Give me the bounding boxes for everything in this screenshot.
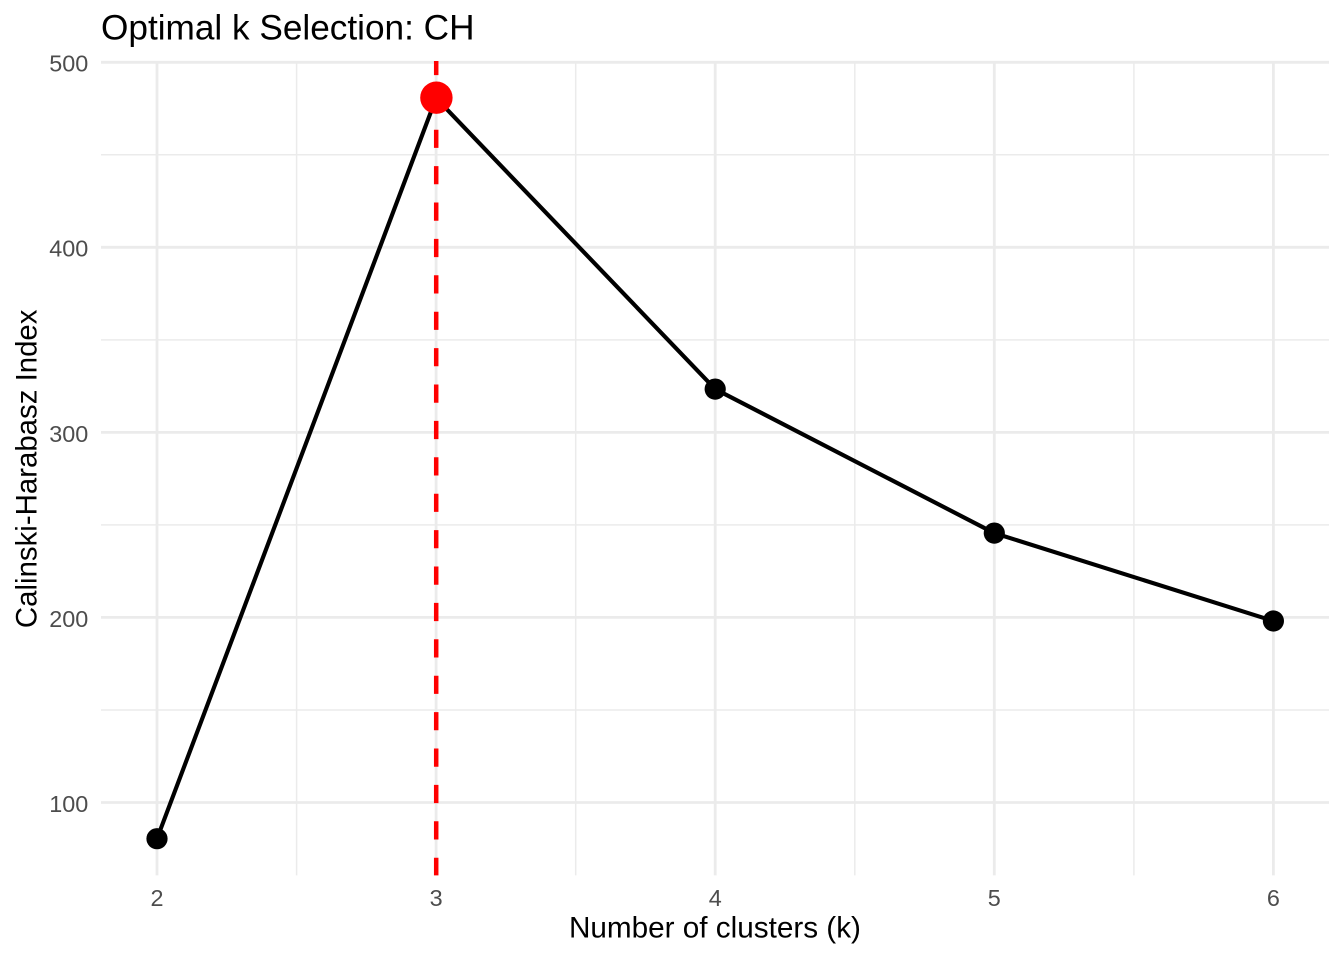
svg-text:6: 6 [1267, 885, 1280, 911]
svg-text:3: 3 [430, 885, 443, 911]
svg-text:500: 500 [49, 51, 88, 77]
svg-text:300: 300 [49, 421, 88, 447]
svg-text:Calinski-Harabasz Index: Calinski-Harabasz Index [10, 309, 43, 628]
svg-text:2: 2 [150, 885, 163, 911]
svg-text:Optimal k Selection: CH: Optimal k Selection: CH [101, 9, 475, 48]
svg-text:100: 100 [49, 791, 88, 817]
svg-text:Number of clusters (k): Number of clusters (k) [569, 911, 861, 944]
svg-text:5: 5 [988, 885, 1001, 911]
svg-text:4: 4 [709, 885, 722, 911]
svg-text:400: 400 [49, 236, 88, 262]
svg-text:200: 200 [49, 606, 88, 632]
